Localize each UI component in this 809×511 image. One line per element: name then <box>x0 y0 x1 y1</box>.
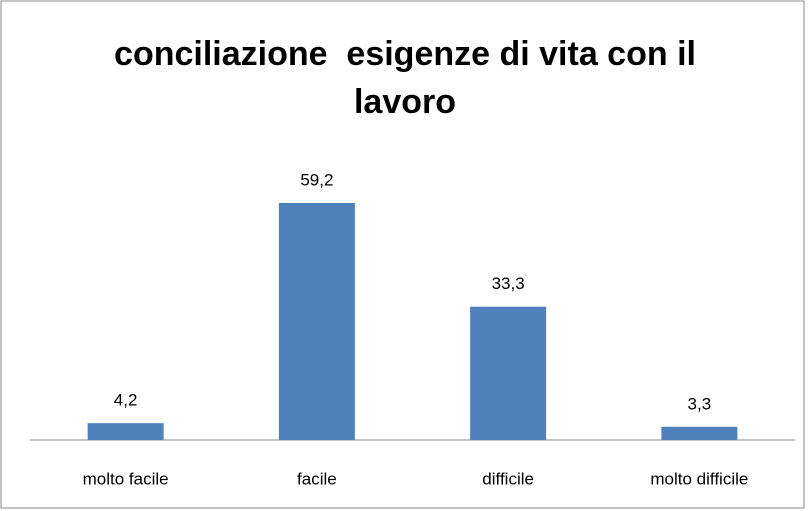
x-tick-label: difficile <box>482 469 534 488</box>
bar <box>278 203 355 440</box>
value-label: 59,2 <box>300 170 333 189</box>
value-label: 33,3 <box>492 274 525 293</box>
value-label: 3,3 <box>688 394 712 413</box>
bar <box>87 423 164 440</box>
bar <box>470 306 547 440</box>
bar <box>661 426 738 440</box>
value-label: 4,2 <box>114 391 138 410</box>
x-tick-label: facile <box>297 469 337 488</box>
x-tick-label: molto difficile <box>650 469 748 488</box>
x-tick-label: molto facile <box>83 469 169 488</box>
chart-title: conciliazione esigenze di vita con il la… <box>114 35 706 121</box>
